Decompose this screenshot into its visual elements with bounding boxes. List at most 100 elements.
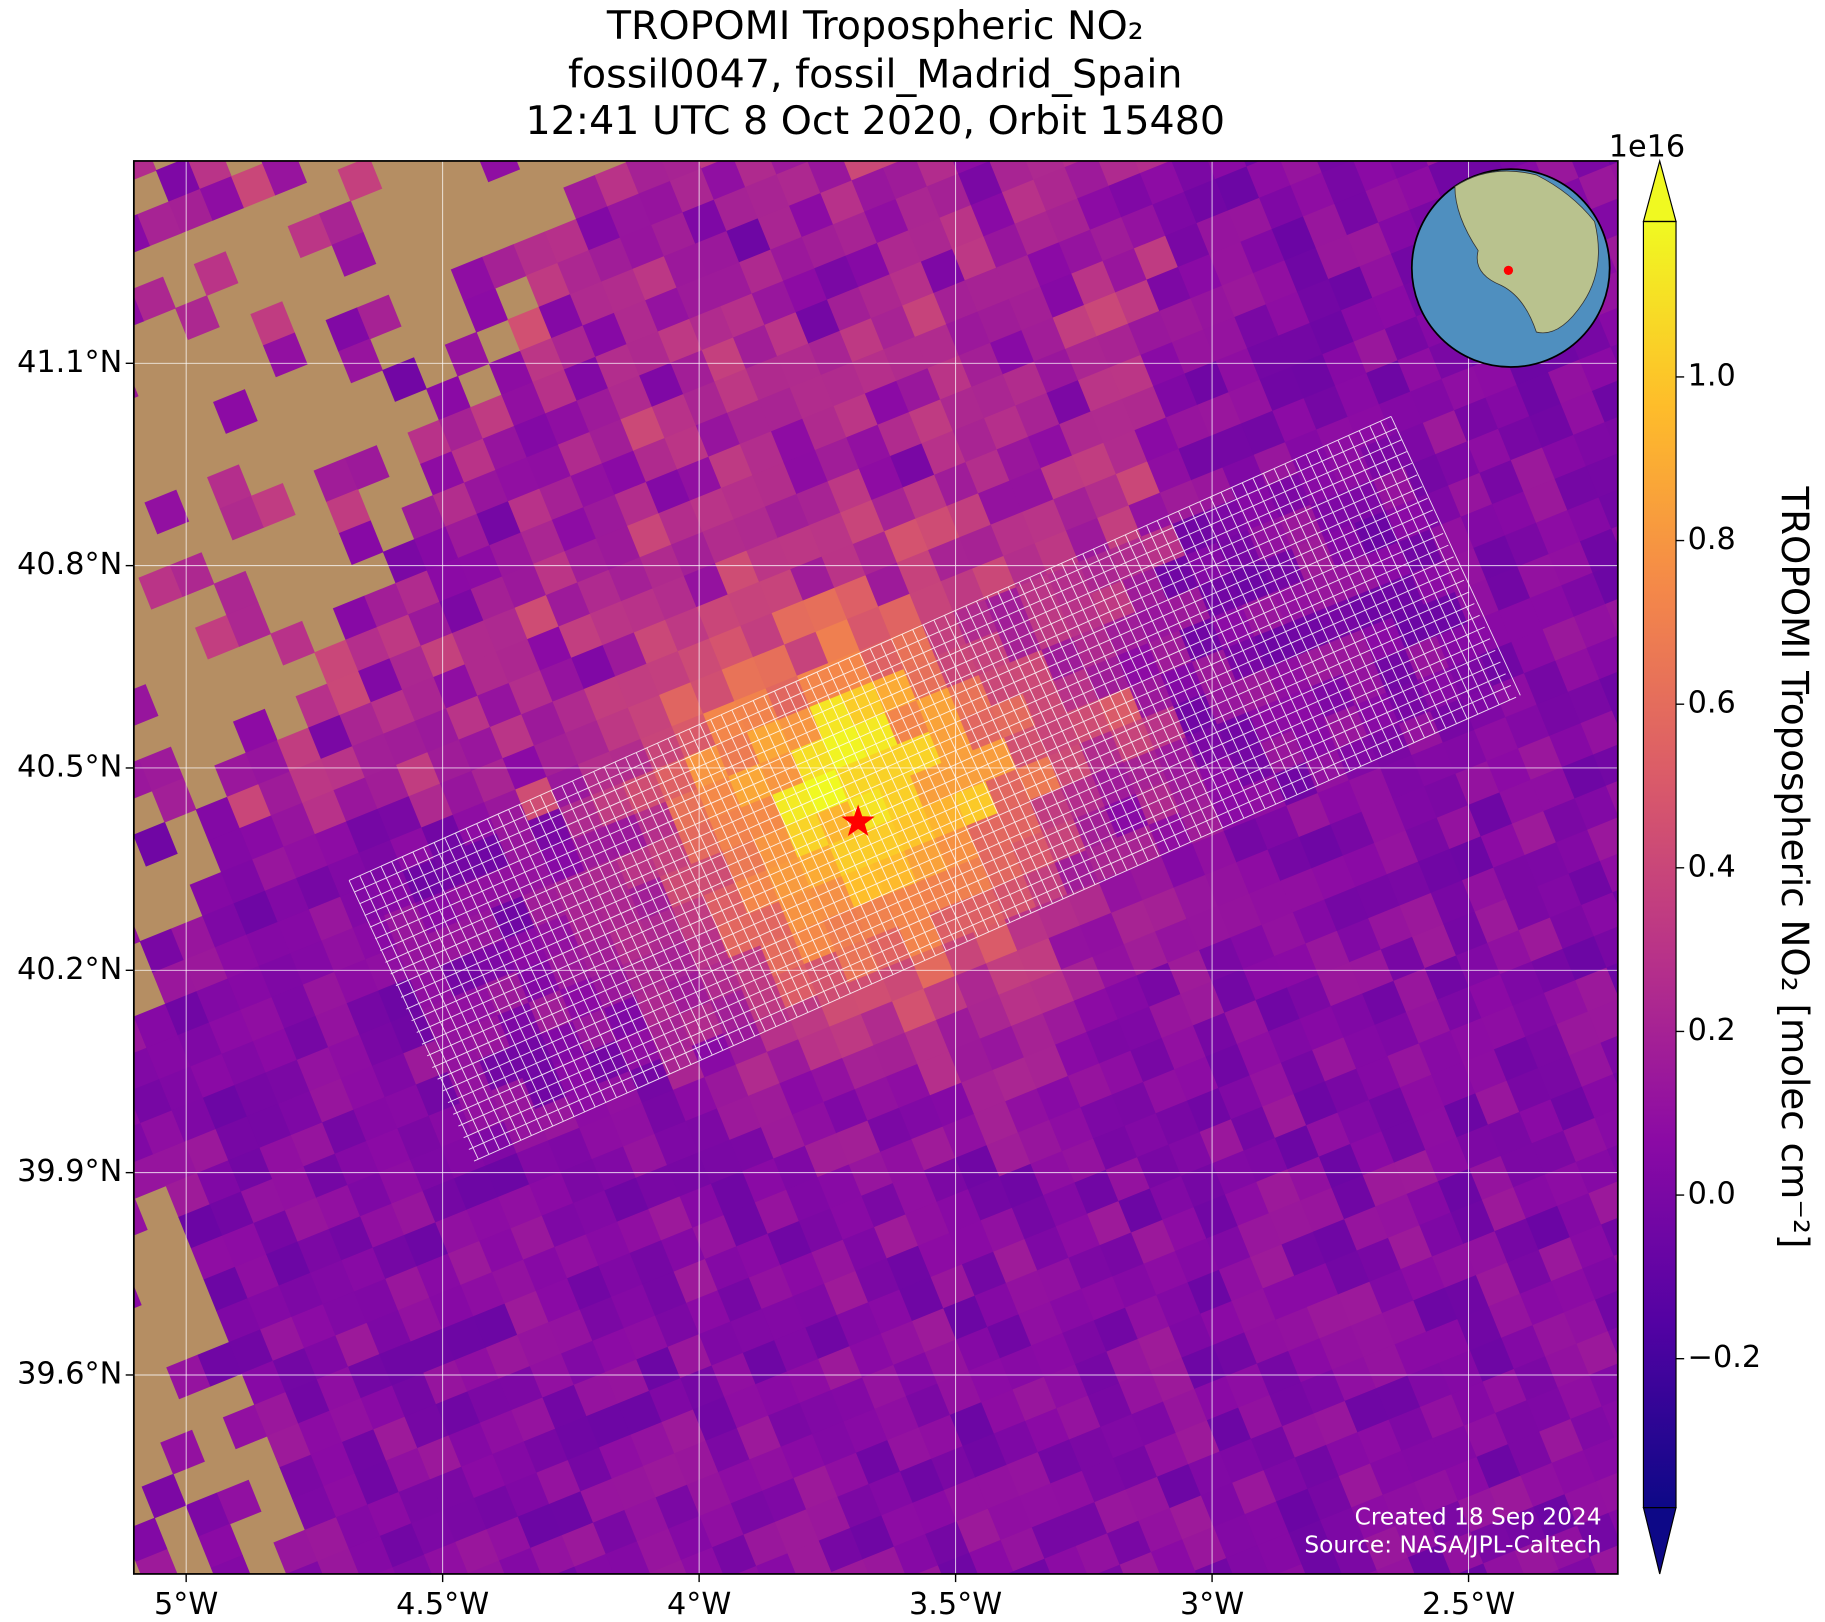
retrieval-pixel [1543,979,1589,1025]
retrieval-pixel [832,211,878,257]
retrieval-pixel [713,186,759,232]
retrieval-pixel [1382,1300,1427,1345]
retrieval-pixel [633,619,679,665]
footprint-line [593,771,724,1051]
retrieval-pixel [463,106,508,151]
retrieval-pixel [1173,692,1218,738]
retrieval-pixel [166,1354,211,1400]
retrieval-pixel [1150,1539,1196,1574]
retrieval-pixel [1067,1063,1113,1108]
retrieval-pixel [1388,1406,1434,1452]
retrieval-pixel [1379,573,1425,618]
retrieval-pixel [327,852,373,898]
retrieval-pixel [1097,505,1142,550]
retrieval-pixel [926,173,972,219]
retrieval-pixel [1571,1588,1616,1622]
retrieval-pixel [836,1302,882,1347]
retrieval-pixel [1261,912,1307,957]
retrieval-pixel [811,1239,857,1285]
retrieval-pixel [1173,874,1219,920]
retrieval-pixel [1049,1288,1095,1334]
retrieval-pixel [714,368,760,414]
retrieval-pixel [1473,535,1519,580]
retrieval-pixel [905,1383,951,1429]
retrieval-pixel [1105,1156,1151,1202]
footprint-line [1273,468,1404,748]
retrieval-pixel [1212,1332,1258,1377]
retrieval-pixel [551,507,597,552]
retrieval-pixel [830,1377,876,1423]
retrieval-pixel [1027,423,1073,469]
retrieval-pixel [1058,229,1104,275]
retrieval-pixel [1441,366,1487,411]
retrieval-pixel [429,1284,474,1330]
footprint-line [582,776,713,1056]
retrieval-pixel [948,1038,994,1084]
retrieval-pixel [1081,1457,1127,1503]
retrieval-pixel [1206,1225,1251,1271]
retrieval-pixel [1311,855,1357,901]
retrieval-pixel [446,695,491,741]
retrieval-pixel [561,1340,606,1386]
retrieval-pixel [841,863,887,909]
retrieval-pixel [571,644,616,690]
footprint-line [635,752,766,1032]
retrieval-pixel [1202,160,1248,180]
retrieval-pixel [1153,373,1198,419]
retrieval-pixel [1538,1236,1584,1282]
retrieval-pixel [1361,798,1407,844]
retrieval-pixel [1585,453,1618,499]
retrieval-pixel [1310,673,1356,719]
retrieval-pixel [1369,1450,1415,1496]
retrieval-pixel [304,1335,349,1380]
retrieval-pixel [930,1264,976,1309]
retrieval-pixel [377,795,423,841]
retrieval-pixel [1461,867,1507,913]
retrieval-pixel [414,708,460,753]
retrieval-pixel [958,160,1003,206]
retrieval-pixel [1368,905,1413,951]
footprint-line [1114,539,1245,819]
retrieval-pixel [739,249,784,295]
retrieval-pixel [735,1051,781,1097]
retrieval-pixel [641,1089,687,1135]
retrieval-pixel [598,1434,644,1480]
retrieval-pixel [587,1585,632,1622]
retrieval-pixel [1240,228,1286,274]
retrieval-pixel [1374,1011,1420,1057]
retrieval-pixel [627,513,672,558]
retrieval-pixel [441,1134,486,1179]
colorbar-frame [1642,220,1677,1509]
retrieval-pixel [530,1535,576,1574]
retrieval-pixel [1206,1407,1252,1453]
retrieval-pixel [442,1497,488,1543]
footprint-line [954,610,1085,890]
retrieval-pixel [1437,986,1483,1032]
retrieval-pixel [1523,660,1569,706]
retrieval-pixel [737,1597,782,1622]
retrieval-pixel [685,1108,731,1153]
retrieval-pixel [864,198,909,244]
retrieval-pixel [379,1523,425,1568]
retrieval-pixel [1578,165,1618,210]
retrieval-pixel [1014,210,1060,256]
footprint-line [1348,435,1479,715]
retrieval-pixel [385,1266,431,1311]
footprint-line [678,733,809,1013]
retrieval-pixel [1511,629,1557,674]
retrieval-pixel [839,318,885,363]
retrieval-pixel [842,1045,887,1090]
retrieval-pixel [820,361,866,407]
retrieval-pixel [202,903,247,948]
retrieval-pixel [1321,160,1367,205]
retrieval-pixel [1474,716,1519,762]
retrieval-pixel [1605,591,1618,636]
retrieval-pixel [647,1014,693,1060]
retrieval-pixel [1188,1451,1233,1496]
retrieval-pixel [949,1220,994,1265]
retrieval-pixel [266,1241,311,1287]
retrieval-pixel [545,582,591,627]
retrieval-pixel [1256,1169,1301,1214]
retrieval-pixel [554,1234,600,1279]
retrieval-pixel [1029,787,1074,833]
